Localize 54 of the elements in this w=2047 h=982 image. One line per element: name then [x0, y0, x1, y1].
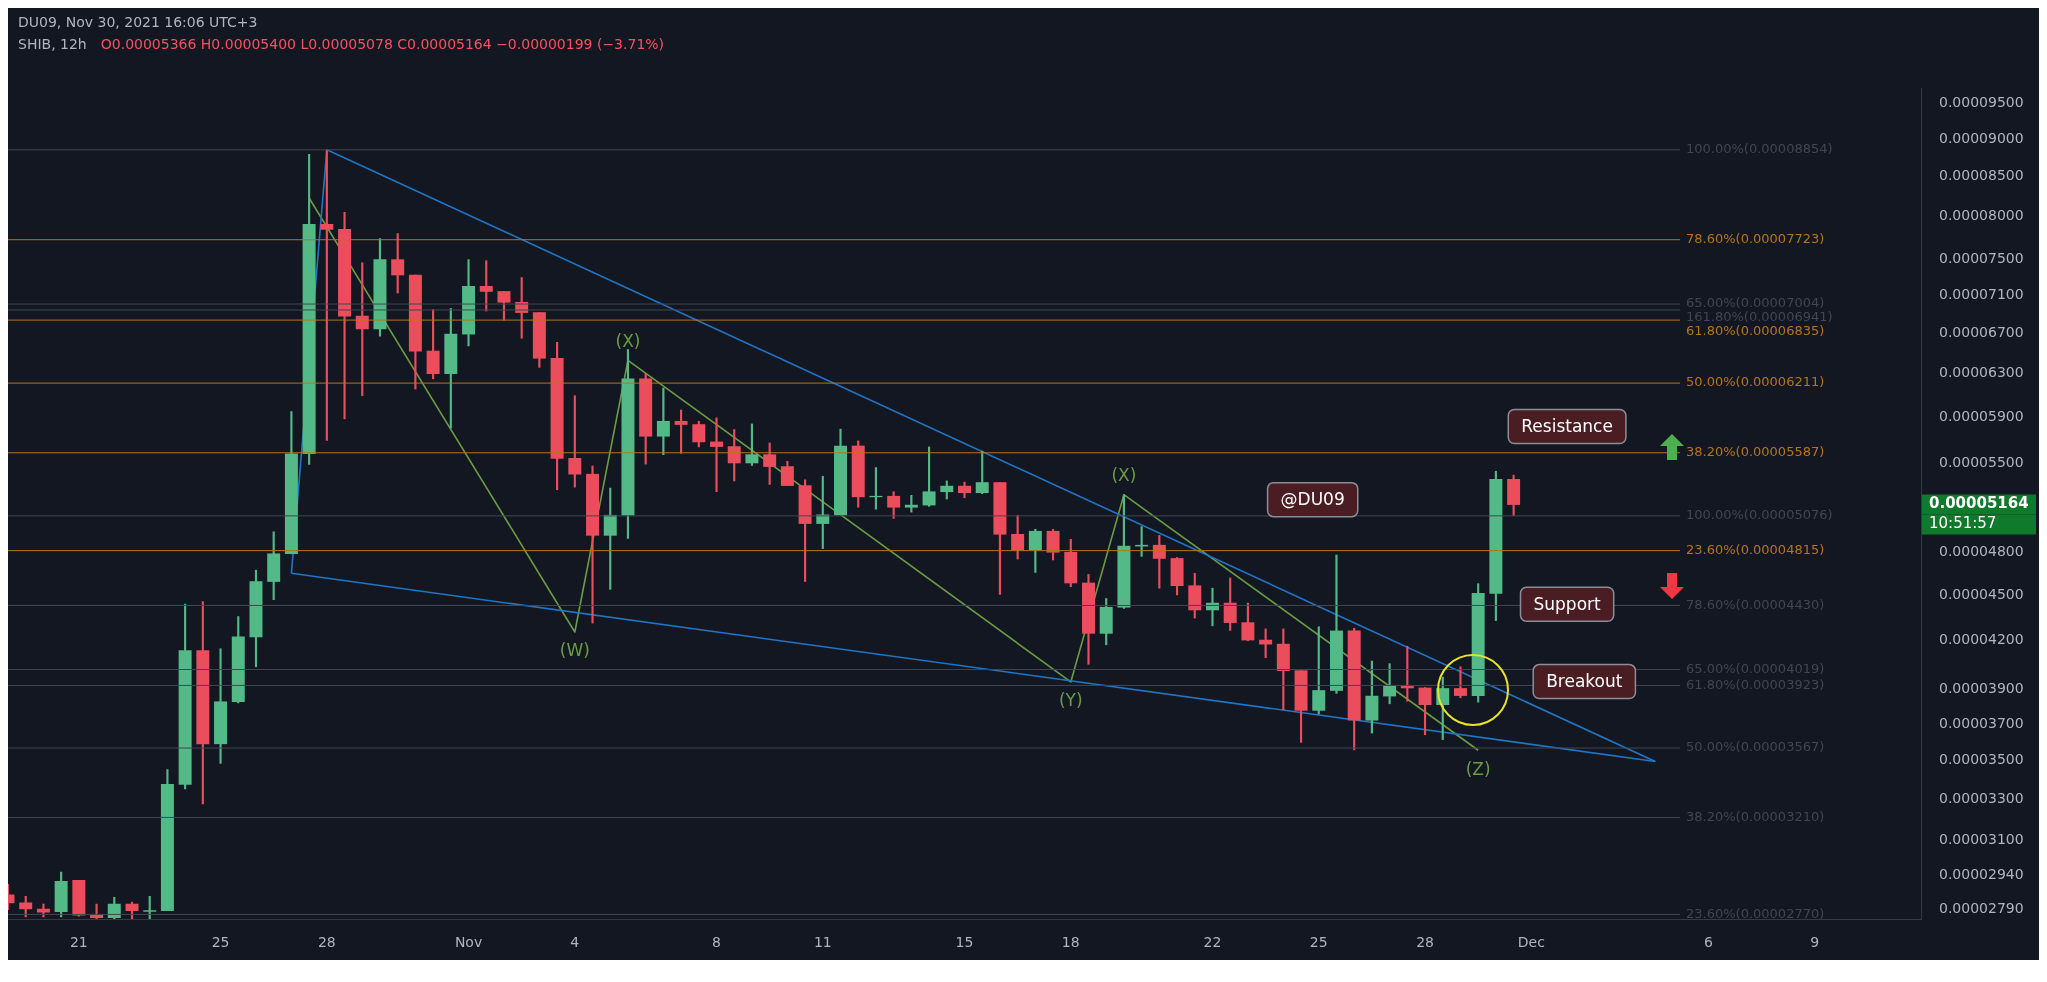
x-tick-label: 9	[1810, 934, 1820, 951]
y-tick-label: 0.00006700	[1939, 323, 2024, 340]
y-tick-label: 0.00003100	[1939, 831, 2024, 848]
annotation: (Z)	[1465, 758, 1491, 779]
x-tick-label: Dec	[1517, 934, 1545, 951]
chart-title: SHIB, 12h	[18, 36, 87, 52]
ref-line-label: 78.60%(0.00007723)	[1686, 231, 1825, 247]
y-tick-label: 0.00004500	[1939, 585, 2024, 602]
y-tick-label: 0.00004800	[1939, 543, 2024, 560]
x-tick-label: 25	[1309, 934, 1328, 951]
ref-line-label: 23.60%(0.00004815)	[1686, 542, 1825, 557]
x-tick-label: 11	[813, 934, 832, 951]
annotation: (X)	[615, 330, 641, 351]
annotation: Support	[1533, 593, 1602, 614]
y-tick-label: 0.00003900	[1939, 679, 2024, 696]
annotation: (W)	[559, 640, 590, 661]
annotation: @DU09	[1280, 489, 1345, 510]
y-tick-label: 0.00002940	[1939, 865, 2024, 882]
y-tick-label: 0.00009000	[1939, 129, 2024, 146]
x-tick-label: 21	[69, 934, 88, 951]
y-tick-label: 0.00003700	[1939, 714, 2024, 731]
x-tick-label: 25	[211, 934, 230, 951]
x-tick-label: 4	[570, 934, 580, 951]
text: 0.00005164	[1929, 494, 2029, 513]
x-tick-label: Nov	[454, 934, 483, 951]
y-tick-label: 0.00007500	[1939, 249, 2024, 266]
ref-line-label: 38.20%(0.00005587)	[1686, 444, 1825, 460]
annotation: (X)	[1111, 465, 1137, 486]
x-tick-label: 15	[955, 934, 974, 951]
text: DU09, Nov 30, 2021 16:06 UTC+3	[18, 14, 259, 30]
y-tick-label: 0.00005900	[1939, 407, 2024, 424]
y-tick-label: 0.00006300	[1939, 364, 2024, 381]
x-tick-label: 28	[1416, 934, 1434, 951]
x-tick-label: 22	[1203, 934, 1222, 951]
y-tick-label: 0.00002790	[1939, 900, 2024, 917]
ref-line-label: 50.00%(0.00006211)	[1686, 374, 1825, 390]
y-tick-label: 0.00009500	[1939, 94, 2024, 111]
y-tick-label: 0.00007100	[1939, 285, 2024, 302]
y-tick-label: 0.00008500	[1939, 167, 2024, 184]
y-tick-label: 0.00008000	[1939, 207, 2024, 224]
annotation: Resistance	[1521, 415, 1613, 436]
y-tick-label: 0.00005500	[1939, 453, 2024, 470]
x-tick-label: 28	[317, 934, 336, 951]
text: 10:51:57	[1929, 514, 1997, 533]
ref-line-label: 61.80%(0.00006835)	[1686, 323, 1825, 339]
chart-subtitle: O0.00005366 H0.00005400 L0.00005078 C0.00005164 −0.00000199 (−3.71%)	[100, 36, 665, 52]
x-tick-label: 8	[712, 934, 721, 951]
annotation: (Y)	[1058, 690, 1083, 711]
x-tick-label: 6	[1703, 934, 1713, 951]
annotation: Breakout	[1546, 671, 1623, 692]
x-tick-label: 18	[1061, 934, 1080, 951]
y-tick-label: 0.00003300	[1939, 789, 2024, 806]
y-tick-label: 0.00003500	[1939, 751, 2024, 768]
y-tick-label: 0.00004200	[1939, 631, 2024, 648]
